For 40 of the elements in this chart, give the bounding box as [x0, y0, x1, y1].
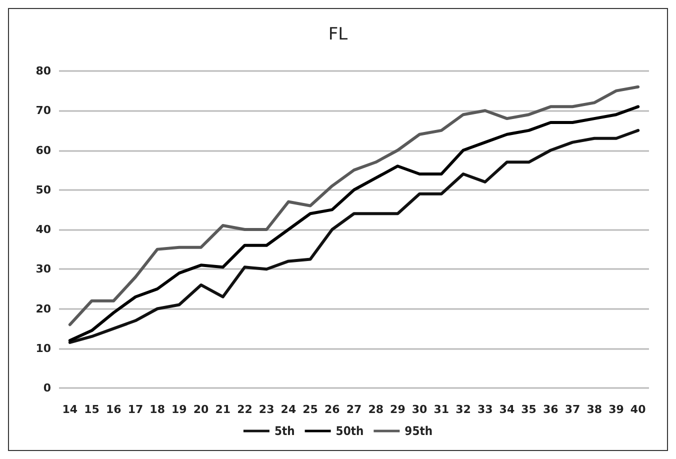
x-tick-label: 29: [390, 403, 406, 416]
x-tick-label: 20: [193, 403, 210, 416]
y-tick-label: 10: [36, 342, 52, 355]
x-tick-label: 25: [302, 403, 318, 416]
x-tick-label: 39: [608, 403, 624, 416]
x-tick-label: 21: [215, 403, 231, 416]
y-tick-label: 70: [36, 104, 52, 118]
x-tick-label: 38: [586, 403, 602, 416]
y-tick-label: 20: [36, 302, 52, 316]
x-tick-label: 33: [477, 403, 493, 416]
x-tick-label: 23: [258, 403, 274, 416]
y-tick-label: 80: [36, 64, 52, 78]
x-tick-label: 19: [172, 403, 187, 416]
x-tick-label: 28: [368, 403, 384, 416]
y-tick-label: 0: [43, 382, 52, 394]
legend-label: 5th: [274, 424, 295, 438]
y-tick-label: 30: [36, 262, 52, 276]
x-tick-label: 27: [346, 403, 362, 416]
x-tick-label: 35: [521, 403, 536, 416]
x-tick-label: 32: [456, 403, 471, 416]
x-tick-label: 40: [630, 403, 646, 416]
legend-label: 95th: [404, 424, 433, 438]
x-tick-label: 26: [324, 403, 340, 416]
x-tick-label: 36: [543, 403, 559, 416]
x-tick-label: 18: [150, 403, 165, 416]
x-tick-label: 17: [128, 403, 144, 416]
x-tick-label: 34: [499, 403, 515, 416]
x-tick-label: 22: [237, 403, 252, 416]
chart-title: FL: [328, 24, 348, 44]
x-tick-label: 15: [84, 403, 100, 416]
x-tick-label: 24: [280, 403, 296, 416]
x-tick-label: 30: [412, 403, 428, 416]
y-tick-label: 40: [36, 223, 52, 236]
x-tick-label: 31: [434, 403, 450, 416]
x-tick-label: 37: [564, 403, 580, 416]
y-tick-label: 50: [36, 183, 52, 196]
x-tick-label: 14: [62, 403, 78, 416]
x-tick-label: 16: [106, 403, 122, 416]
y-tick-label: 60: [36, 144, 52, 157]
legend-label: 50th: [336, 424, 364, 438]
